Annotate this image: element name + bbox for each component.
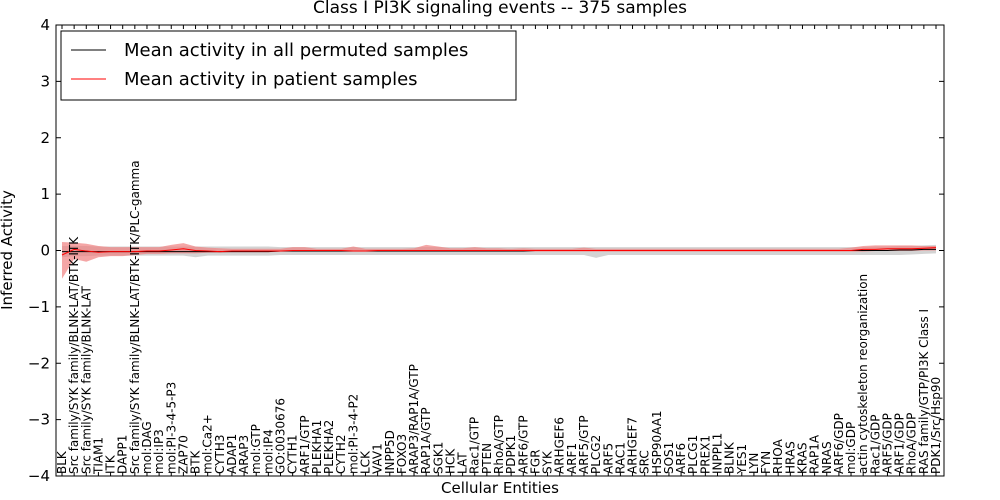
x-tick-label: Src family/SYK family/BLNK-LAT/BTK-ITK <box>67 236 81 474</box>
x-tick-label: ITK <box>104 454 118 474</box>
x-tick-label: ARF1/GTP <box>298 415 312 474</box>
x-tick-label: PLCG1 <box>686 435 700 474</box>
x-tick-label: ARF5 <box>601 443 615 474</box>
x-tick-label: CYTH2 <box>334 435 348 475</box>
x-tick-label: ARHGEF6 <box>553 417 567 474</box>
x-tick-label: CYTH1 <box>286 435 300 475</box>
x-tick-label: GO:0030676 <box>274 398 288 474</box>
x-tick-label: actin cytoskeleton reorganization <box>856 274 870 474</box>
x-tick-label: Src family/SYK family/BLNK-LAT/BTK-ITK/P… <box>128 160 142 474</box>
x-tick-label: PREX1 <box>698 435 712 474</box>
x-tick-label: VAV1 <box>371 443 385 474</box>
x-tick-label: mol:DAG <box>140 421 154 474</box>
y-tick-label: 0 <box>40 242 50 260</box>
x-tick-label: RhoA/GDP <box>905 413 919 474</box>
y-tick-label: −2 <box>28 354 50 372</box>
y-axis-label: Inferred Activity <box>0 190 16 310</box>
x-tick-label: LAT <box>456 452 470 474</box>
x-tick-label: mol:PI-3-4-5-P3 <box>164 382 178 474</box>
x-tick-label: ARF1/GDP <box>893 413 907 474</box>
x-tick-label: Rac1/GTP <box>468 417 482 474</box>
y-tick-label: −4 <box>28 467 50 485</box>
x-tick-label: LCK <box>358 450 372 474</box>
x-tick-label: ARF6/GDP <box>832 413 846 474</box>
x-tick-label: HRAS <box>783 441 797 474</box>
x-tick-label: RHOA <box>771 438 785 474</box>
x-tick-label: Src family/SYK family/BLNK-LAT <box>79 285 93 474</box>
y-tick-label: 4 <box>40 16 50 34</box>
x-tick-label: INPPL1 <box>711 433 725 474</box>
legend-label-0: Mean activity in all permuted samples <box>124 40 468 61</box>
y-tick-label: 3 <box>40 72 50 90</box>
x-tick-label: RhoA/GTP <box>492 415 506 474</box>
x-tick-label: ARF1 <box>565 443 579 474</box>
x-tick-label: LYN <box>747 453 761 474</box>
x-tick-label: TIAM1 <box>91 437 105 475</box>
x-tick-label: ARF5/GTP <box>577 415 591 474</box>
x-tick-label: ARF6 <box>674 443 688 474</box>
x-tick-label: FOXO3 <box>395 434 409 474</box>
x-tick-label: HCK <box>443 448 457 474</box>
x-tick-label: ZAP70 <box>176 435 190 474</box>
x-tick-label: KRAS <box>795 442 809 474</box>
x-tick-label: RAC1 <box>613 442 627 474</box>
x-tick-label: PTEN <box>480 443 494 474</box>
x-tick-label: BLNK <box>723 441 737 474</box>
x-tick-label: mol:GTP <box>249 424 263 474</box>
x-tick-label: INPP5D <box>383 430 397 474</box>
y-axis: −4 −3 −2 −1 0 1 2 3 4 <box>28 16 944 485</box>
x-tick-label: PDPK1 <box>504 435 518 474</box>
x-tick-label: NRAS <box>820 441 834 474</box>
x-tick-label: PDK1/Src/Hsp90 <box>929 377 943 474</box>
x-tick-label: ARAP3 <box>237 435 251 474</box>
x-tick-label: DAPP1 <box>116 435 130 474</box>
x-tick-label: ADAP1 <box>225 434 239 474</box>
x-tick-label: ARHGEF7 <box>626 417 640 474</box>
legend: Mean activity in all permuted samples Mea… <box>60 30 517 101</box>
legend-label-1: Mean activity in patient samples <box>124 69 418 90</box>
x-tick-label: YES1 <box>735 444 749 475</box>
y-tick-label: 2 <box>40 129 50 147</box>
y-tick-label: 1 <box>40 185 50 203</box>
x-tick-label: PLCG2 <box>589 435 603 474</box>
x-tick-label: RAS family/GTP/PI3K Class I <box>917 309 931 474</box>
x-tick-label: PLEKHA2 <box>322 420 336 474</box>
x-tick-label: mol:PI-3-4-P2 <box>346 394 360 474</box>
x-tick-label: PLEKHA1 <box>310 420 324 474</box>
x-tick-label: ARAP3/RAP1A/GTP <box>407 364 421 474</box>
y-tick-label: −1 <box>28 298 50 316</box>
x-tick-label: ARF5/GDP <box>880 413 894 474</box>
y-tick-label: −3 <box>28 411 50 429</box>
x-tick-label: BLK <box>55 450 69 474</box>
x-tick-label: FYN <box>759 451 773 474</box>
x-tick-label: RAP1A <box>808 434 822 474</box>
chart-title: Class I PI3K signaling events -- 375 sam… <box>313 0 687 18</box>
line-series-1 <box>61 247 937 256</box>
x-tick-label: HSP90AA1 <box>650 410 664 474</box>
x-tick-label: SGK1 <box>431 442 445 474</box>
x-tick-label: CYTH3 <box>213 435 227 475</box>
x-tick-label: FGR <box>528 449 542 474</box>
x-tick-label: SOS1 <box>662 442 676 474</box>
legend-box <box>60 30 517 101</box>
x-tick-label: SRC <box>638 450 652 474</box>
confidence-bands <box>62 242 936 279</box>
x-tick-label: Rac1/GDP <box>868 415 882 474</box>
x-tick-label: mol:GDP <box>844 422 858 474</box>
x-tick-label: mol:Ca2+ <box>201 414 215 474</box>
x-tick-label: RAP1A/GTP <box>419 407 433 474</box>
x-tick-label: mol:IP3 <box>152 429 166 474</box>
x-tick-label: BTK <box>189 449 203 474</box>
x-tick-label: mol:IP4 <box>261 429 275 474</box>
x-tick-label: SYK <box>541 450 555 474</box>
x-tick-label: ARF6/GTP <box>516 415 530 474</box>
series-lines <box>61 247 937 256</box>
x-axis-label: Cellular Entities <box>441 479 559 497</box>
